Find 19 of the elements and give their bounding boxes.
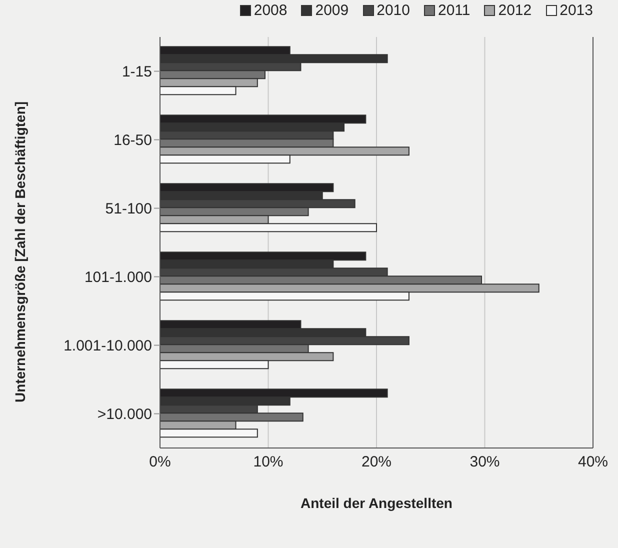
x-tick-label: 0% — [149, 454, 171, 471]
x-tick-label: 40% — [578, 454, 608, 471]
y-tick-label: 1.001-10.000 — [64, 338, 152, 355]
x-tick-label: 30% — [470, 454, 500, 471]
y-tick-label: >10.000 — [97, 406, 152, 424]
legend-label: 2013 — [560, 2, 593, 19]
x-axis-title: Anteil der Angestellten — [300, 495, 452, 511]
legend-label: 2009 — [315, 2, 349, 19]
legend-label: 2008 — [254, 2, 288, 19]
y-tick-label: 51-100 — [105, 200, 152, 218]
y-axis-title: Unternehmensgröße [Zahl der Beschäftigten] — [12, 101, 28, 402]
y-tick-label: 101-1.000 — [84, 269, 152, 286]
x-tick-label: 10% — [253, 454, 284, 471]
x-tick-label: 20% — [361, 454, 392, 471]
y-tick-label: 1-15 — [122, 64, 152, 81]
legend-label: 2011 — [438, 2, 470, 19]
legend-label: 2010 — [376, 2, 410, 19]
y-tick-label: 16-50 — [114, 132, 152, 150]
legend-label: 2012 — [498, 2, 532, 19]
